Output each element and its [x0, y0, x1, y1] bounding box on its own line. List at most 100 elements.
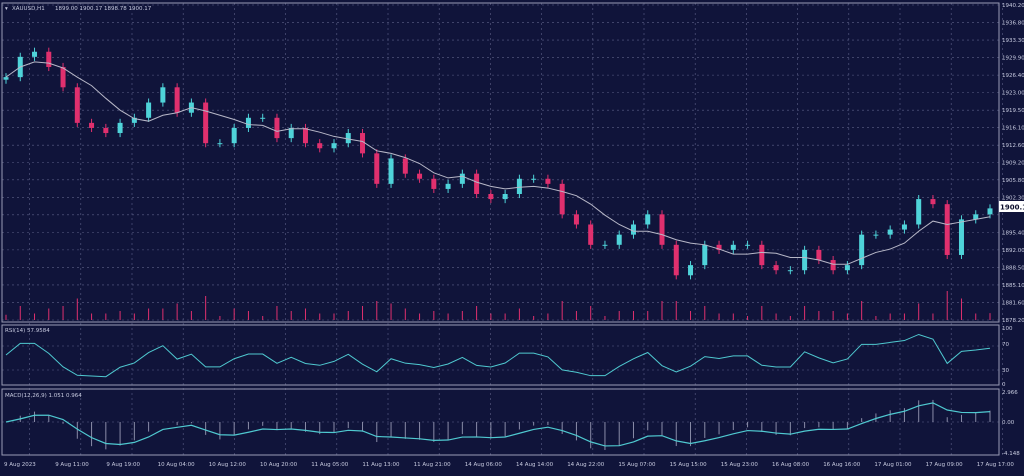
bear-candle[interactable]: [431, 178, 437, 189]
bull-candle[interactable]: [688, 265, 694, 276]
bear-candle[interactable]: [830, 260, 836, 271]
bear-candle[interactable]: [89, 122, 95, 128]
bull-candle[interactable]: [730, 244, 736, 250]
bull-candle[interactable]: [117, 122, 123, 134]
rsi-levels: 100 70 30 0: [1002, 326, 1013, 388]
bull-candle[interactable]: [146, 102, 152, 118]
bull-candle[interactable]: [958, 219, 964, 255]
bear-candle[interactable]: [74, 87, 80, 123]
y-tick-label: 1912.60: [1002, 143, 1024, 149]
bear-candle[interactable]: [559, 183, 565, 215]
bear-candle[interactable]: [302, 127, 308, 144]
bear-candle[interactable]: [60, 66, 66, 88]
bear-candle[interactable]: [573, 214, 579, 225]
bear-candle[interactable]: [673, 244, 679, 276]
bear-candle[interactable]: [46, 51, 52, 67]
rsi-level-0: 0: [1002, 382, 1006, 388]
x-tick-label: 10 Aug 12:00: [209, 462, 247, 468]
y-tick-label: 1916.10: [1002, 125, 1024, 131]
bull-candle[interactable]: [702, 244, 708, 266]
bear-candle[interactable]: [360, 133, 366, 154]
y-tick-label: 1909.20: [1002, 161, 1024, 167]
y-tick-label: 1923.00: [1002, 90, 1024, 96]
bull-candle[interactable]: [987, 208, 993, 215]
bull-candle[interactable]: [288, 127, 294, 139]
bull-candle[interactable]: [844, 265, 850, 271]
bull-candle[interactable]: [3, 77, 9, 80]
bear-candle[interactable]: [374, 153, 380, 184]
bear-candle[interactable]: [103, 127, 109, 134]
macd-level-max: 2.966: [1002, 390, 1018, 396]
bear-candle[interactable]: [402, 158, 408, 174]
bear-candle[interactable]: [545, 178, 551, 184]
y-tick-label: 1926.40: [1002, 73, 1024, 79]
rsi-level-70: 70: [1002, 342, 1009, 348]
bull-candle[interactable]: [260, 117, 266, 119]
macd-level-zero: 0.00: [1002, 420, 1015, 426]
bear-candle[interactable]: [274, 117, 280, 139]
bull-candle[interactable]: [973, 214, 979, 220]
bull-candle[interactable]: [616, 234, 622, 245]
x-tick-label: 9 Aug 19:00: [106, 462, 140, 468]
price-axis: 1940.20 1936.80 1933.30 1929.90 1926.40 1923.…: [1002, 3, 1024, 324]
arrow-down-icon[interactable]: ▾: [5, 6, 8, 12]
bull-candle[interactable]: [531, 178, 537, 180]
bull-candle[interactable]: [231, 127, 237, 144]
bull-candle[interactable]: [445, 183, 451, 189]
bear-candle[interactable]: [474, 173, 480, 194]
candles[interactable]: [3, 47, 993, 320]
bull-candle[interactable]: [502, 194, 508, 200]
bull-candle[interactable]: [859, 234, 865, 266]
y-tick-label: 1905.80: [1002, 178, 1024, 184]
rsi-pane: [5, 333, 991, 378]
bear-candle[interactable]: [659, 214, 665, 245]
bull-candle[interactable]: [787, 270, 793, 272]
bear-candle[interactable]: [930, 199, 936, 205]
bear-candle[interactable]: [174, 87, 180, 113]
bear-candle[interactable]: [759, 244, 765, 266]
bull-candle[interactable]: [873, 234, 879, 236]
bull-candle[interactable]: [916, 199, 922, 225]
y-tick-label: 1902.30: [1002, 196, 1024, 202]
macd-signal-line: [5, 402, 991, 447]
bull-candle[interactable]: [459, 173, 465, 184]
bull-candle[interactable]: [131, 117, 137, 123]
bear-candle[interactable]: [588, 224, 594, 245]
bear-candle[interactable]: [716, 244, 722, 250]
bear-candle[interactable]: [317, 143, 323, 149]
bear-candle[interactable]: [417, 173, 423, 179]
bear-candle[interactable]: [944, 204, 950, 255]
bull-candle[interactable]: [645, 214, 651, 225]
y-tick-label: 1888.50: [1002, 266, 1024, 272]
x-tick-label: 10 Aug 04:00: [158, 462, 196, 468]
bull-candle[interactable]: [887, 229, 893, 235]
bull-candle[interactable]: [245, 117, 251, 128]
bull-candle[interactable]: [388, 158, 394, 184]
macd-level-min: -4.148: [1002, 451, 1020, 457]
macd-pane: [5, 399, 991, 450]
bull-candle[interactable]: [345, 133, 351, 144]
bull-candle[interactable]: [901, 224, 907, 230]
bear-candle[interactable]: [488, 194, 494, 200]
bull-candle[interactable]: [602, 244, 608, 246]
y-tick-label: 1929.90: [1002, 55, 1024, 61]
x-tick-label: 17 Aug 09:00: [926, 462, 964, 468]
bull-candle[interactable]: [331, 143, 337, 149]
y-tick-label: 1940.20: [1002, 3, 1024, 9]
bear-candle[interactable]: [203, 102, 209, 144]
bear-candle[interactable]: [816, 249, 822, 261]
rsi-label: RSI(14) 57.9584: [5, 328, 50, 334]
bull-candle[interactable]: [32, 51, 38, 57]
bull-candle[interactable]: [217, 143, 223, 145]
bear-candle[interactable]: [773, 265, 779, 271]
y-tick-label: 1892.00: [1002, 248, 1024, 254]
bull-candle[interactable]: [516, 178, 522, 194]
bull-candle[interactable]: [160, 87, 166, 103]
bull-candle[interactable]: [802, 249, 808, 271]
macd-levels: 2.966 0.00 -4.148: [1002, 390, 1020, 457]
x-tick-label: 15 Aug 15:00: [670, 462, 708, 468]
bull-candle[interactable]: [745, 244, 751, 246]
bull-candle[interactable]: [630, 224, 636, 235]
